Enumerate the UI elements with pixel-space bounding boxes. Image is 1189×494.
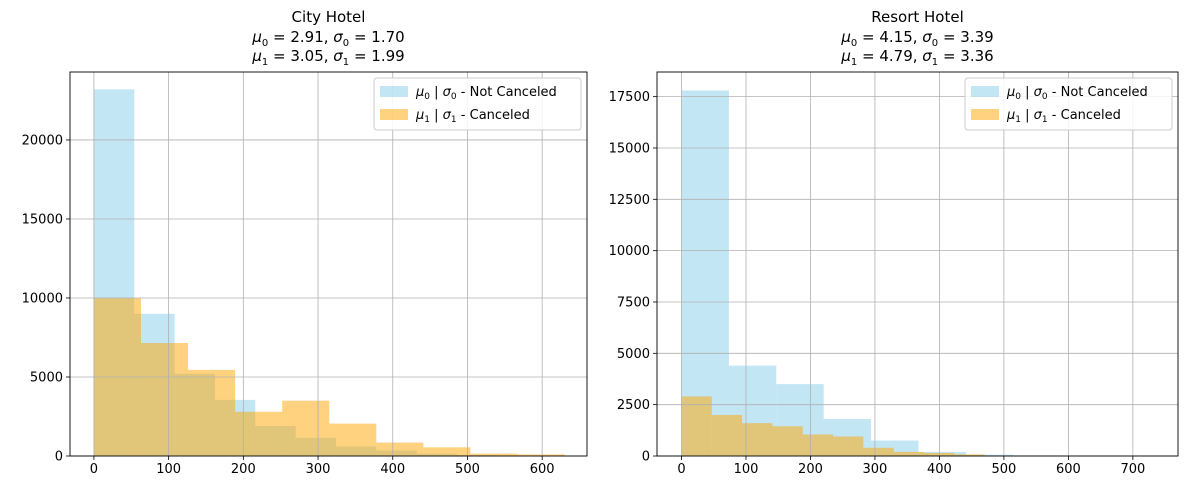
y-tick-label: 10000 [609,244,650,259]
x-tick-label: 500 [455,462,480,477]
histogram-bar [235,412,282,456]
y-tick-label: 17500 [609,90,650,105]
x-tick-label: 500 [991,462,1016,477]
y-tick-label: 12500 [609,193,650,208]
y-tick-label: 5000 [30,370,63,385]
legend-swatch [380,86,408,97]
chart-subtitle-line: μ0 = 2.91, σ0 = 1.70 [251,28,404,49]
y-tick-label: 2500 [617,398,650,413]
histogram-bar [712,415,742,456]
x-tick-label: 600 [1056,462,1081,477]
legend: μ0 | σ0 - Not Canceled μ1 | σ1 - Canceled [965,78,1172,130]
histogram-bar [863,448,893,456]
y-tick-label: 7500 [617,295,650,310]
y-tick-label: 15000 [609,141,650,156]
histogram-bar [803,434,833,456]
legend-label: μ1 | σ1 - Canceled [1006,108,1121,125]
legend-swatch [380,109,408,120]
chart-subtitle-line: μ0 = 4.15, σ0 = 3.39 [840,28,993,49]
x-tick-label: 0 [677,462,685,477]
x-tick-label: 100 [734,462,759,477]
y-tick-label: 15000 [22,212,63,227]
legend-swatch [971,109,999,120]
histogram-bar [833,436,863,456]
y-tick-label: 10000 [22,291,63,306]
chart-panel-0: 0 100 200 300 400 500 600 0 5000 10000 15000 20000 C… [22,8,587,477]
x-tick-label: 600 [530,462,555,477]
x-tick-label: 700 [1120,462,1145,477]
legend-label: μ0 | σ0 - Not Canceled [415,85,557,102]
y-tick-label: 0 [642,450,650,465]
histogram-bar [282,401,329,456]
histogram-bar [188,370,235,456]
x-tick-label: 0 [90,462,98,477]
histogram-bar [682,396,712,456]
x-tick-label: 400 [380,462,405,477]
chart-title: Resort Hotel [871,8,964,26]
histogram-bar [376,443,423,456]
x-tick-label: 100 [156,462,181,477]
y-tick-label: 5000 [617,347,650,362]
histogram-bar [423,447,470,456]
histogram-bar [772,426,802,456]
chart-subtitle-line: μ1 = 3.05, σ1 = 1.99 [251,47,404,68]
legend: μ0 | σ0 - Not Canceled μ1 | σ1 - Canceled [374,78,581,130]
x-tick-label: 200 [798,462,823,477]
histogram-bar [141,343,188,456]
legend-label: μ1 | σ1 - Canceled [415,108,530,125]
y-tick-label: 20000 [22,133,63,148]
x-tick-label: 400 [927,462,952,477]
histogram-bar [742,423,772,456]
legend-label: μ0 | σ0 - Not Canceled [1006,85,1148,102]
histogram-bar [329,424,376,456]
chart-panel-1: 0 100 200 300 400 500 600 700 0 2500 5000 7500 10000… [609,8,1178,477]
chart-title: City Hotel [292,8,366,26]
histogram-bar [894,452,924,456]
x-tick-label: 300 [306,462,331,477]
x-tick-label: 300 [863,462,888,477]
x-tick-label: 200 [231,462,256,477]
chart-subtitle-line: μ1 = 4.79, σ1 = 3.36 [840,47,993,68]
y-tick-label: 0 [55,450,63,465]
legend-swatch [971,86,999,97]
